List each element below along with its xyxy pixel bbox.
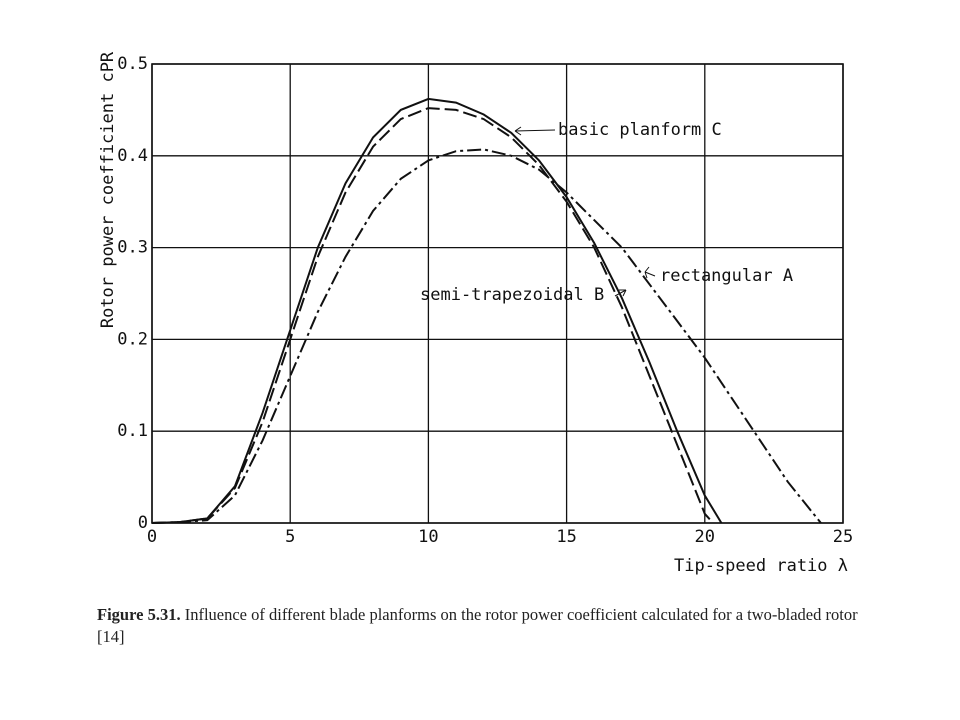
chart: Rotor power coefficient cPR Tip-speed ra… (98, 51, 853, 576)
y-tick-label: 0.4 (117, 146, 148, 166)
y-tick-label: 0.3 (117, 238, 148, 258)
x-tick-label: 10 (418, 527, 438, 547)
caption-text: Influence of different blade planforms o… (97, 605, 858, 646)
y-tick-label: 0 (138, 513, 148, 533)
caption-label: Figure 5.31. (97, 605, 181, 624)
x-tick-label: 5 (285, 527, 295, 547)
series-label: basic planform C (558, 120, 722, 140)
y-tick-label: 0.1 (117, 421, 148, 441)
x-tick-label: 0 (147, 527, 157, 547)
annotation-leader (614, 289, 627, 297)
x-tick-label: 25 (833, 527, 853, 547)
series-line (151, 148, 822, 524)
series-line (151, 97, 723, 524)
x-tick-label: 15 (556, 527, 576, 547)
x-tick-label: 20 (695, 527, 715, 547)
figure-caption: Figure 5.31. Influence of different blad… (97, 604, 867, 648)
x-axis-label: Tip-speed ratio λ (674, 556, 848, 576)
series-label: semi-trapezoidal B (420, 285, 604, 305)
series-line (151, 107, 714, 524)
y-axis-label: Rotor power coefficient cPR (98, 51, 118, 328)
annotation-leader (644, 266, 656, 279)
y-tick-label: 0.5 (117, 54, 148, 74)
annotation-leader (514, 126, 556, 136)
y-tick-label: 0.2 (117, 329, 148, 349)
series-label: rectangular A (660, 266, 793, 286)
